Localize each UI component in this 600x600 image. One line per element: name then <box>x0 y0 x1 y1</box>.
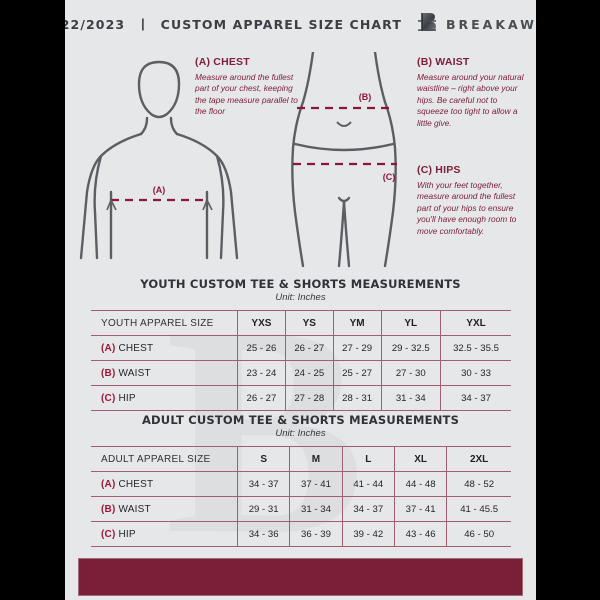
table-row: (B) WAIST 29 - 31 31 - 34 34 - 37 37 - 41 41 … <box>91 496 511 522</box>
measurement-cell: 29 - 32.5 <box>381 335 442 361</box>
measurement-cell: 27 - 28 <box>285 385 334 411</box>
measurement-cell: 26 - 27 <box>237 385 286 411</box>
youth-size-header-yxs: YXS <box>237 310 286 336</box>
table-row: (B) WAIST 23 - 24 24 - 25 25 - 27 27 - 30 30 … <box>91 360 511 386</box>
measurement-cell: 31 - 34 <box>289 496 343 522</box>
adult-size-header-2xl: 2XL <box>446 446 511 472</box>
note-waist: (B) WAIST Measure around your natural wa… <box>417 56 527 129</box>
note-chest: (A) CHEST Measure around the fullest par… <box>195 56 303 118</box>
note-waist-body: Measure around your natural waistline – … <box>417 72 524 128</box>
measurement-cell: 25 - 27 <box>333 360 382 386</box>
measurement-cell: 34 - 37 <box>342 496 395 522</box>
measurement-cell: 34 - 37 <box>237 471 291 497</box>
row-tag: (C) <box>101 392 119 404</box>
measurement-cell: 48 - 52 <box>446 471 511 497</box>
measurement-cell: 28 - 31 <box>333 385 382 411</box>
row-tag: (A) <box>101 478 119 490</box>
note-hips-heading: (C) HIPS <box>417 164 461 176</box>
measurement-cell: 37 - 41 <box>394 496 448 522</box>
chest-marker-label: (A) <box>153 185 166 195</box>
youth-size-table: YOUTH APPAREL SIZE YXS YS YM YL YXL (A) CHEST… <box>91 310 511 411</box>
header-separator: | <box>141 17 145 31</box>
size-chart-page: B 2022/2023 | CUSTOM APPAREL SIZE CHART … <box>65 0 536 600</box>
row-tag: (B) <box>101 503 119 515</box>
page-header: 2022/2023 | CUSTOM APPAREL SIZE CHART BR… <box>65 0 536 48</box>
row-tag: (C) <box>101 528 119 540</box>
row-tag: (B) <box>101 367 119 379</box>
note-waist-heading: (B) WAIST <box>417 56 470 68</box>
youth-unit-label: Unit: Inches <box>275 292 326 303</box>
measurement-cell: 37 - 41 <box>289 471 343 497</box>
adult-size-header-m: M <box>289 446 343 472</box>
footer-band <box>78 558 523 596</box>
adult-size-header-s: S <box>237 446 291 472</box>
adult-row-label-hip: (C) HIP <box>91 521 238 547</box>
youth-row-label-chest: (A) CHEST <box>91 335 238 361</box>
youth-size-header-ys: YS <box>285 310 334 336</box>
adult-size-header-xl: XL <box>394 446 448 472</box>
measurement-cell: 32.5 - 35.5 <box>440 335 511 361</box>
navel-mark <box>336 121 352 127</box>
measurement-cell: 27 - 30 <box>381 360 442 386</box>
row-tag: (A) <box>101 342 119 354</box>
youth-table-body: (A) CHEST 25 - 26 26 - 27 27 - 29 29 - 32.5 3… <box>91 335 511 411</box>
torso-figure: (A) <box>79 60 239 260</box>
adult-table-body: (A) CHEST 34 - 37 37 - 41 41 - 44 44 - 48 48 … <box>91 471 511 547</box>
breakaway-b-monogram-icon <box>417 13 436 31</box>
adult-size-header-l: L <box>342 446 395 472</box>
note-hips: (C) HIPS With your feet together, measur… <box>417 164 529 237</box>
table-row: (C) HIP 26 - 27 27 - 28 28 - 31 31 - 34 34 - … <box>91 385 511 411</box>
measurement-cell: 26 - 27 <box>285 335 334 361</box>
youth-size-header-yxl: YXL <box>440 310 511 336</box>
measurement-cell: 46 - 50 <box>446 521 511 547</box>
youth-header-row: YOUTH APPAREL SIZE YXS YS YM YL YXL <box>91 310 511 336</box>
adult-size-label: ADULT APPAREL SIZE <box>91 446 238 472</box>
measurement-cell: 34 - 36 <box>237 521 291 547</box>
waist-marker-label: (B) <box>359 92 372 102</box>
youth-table-head: YOUTH APPAREL SIZE YXS YS YM YL YXL <box>91 310 511 336</box>
measurement-cell: 41 - 44 <box>342 471 395 497</box>
measurement-cell: 30 - 33 <box>440 360 511 386</box>
measurement-cell: 31 - 34 <box>381 385 442 411</box>
measurement-cell: 39 - 42 <box>342 521 395 547</box>
hips-marker-label: (C) <box>383 172 396 182</box>
measurement-cell: 24 - 25 <box>285 360 334 386</box>
measurement-cell: 29 - 31 <box>237 496 291 522</box>
adult-header-row: ADULT APPAREL SIZE S M L XL 2XL <box>91 446 511 472</box>
measurement-cell: 44 - 48 <box>394 471 448 497</box>
measurement-cell: 41 - 45.5 <box>446 496 511 522</box>
adult-size-table: ADULT APPAREL SIZE S M L XL 2XL (A) CHEST 34 -… <box>91 446 511 547</box>
measurement-cell: 34 - 37 <box>440 385 511 411</box>
table-row: (A) CHEST 34 - 37 37 - 41 41 - 44 44 - 48 48 … <box>91 471 511 497</box>
note-hips-body: With your feet together, measure around … <box>417 180 517 236</box>
youth-size-header-yl: YL <box>381 310 442 336</box>
youth-size-label: YOUTH APPAREL SIZE <box>91 310 238 336</box>
table-row: (A) CHEST 25 - 26 26 - 27 27 - 29 29 - 32.5 3… <box>91 335 511 361</box>
measurement-cell: 25 - 26 <box>237 335 286 361</box>
measurement-cell: 27 - 29 <box>333 335 382 361</box>
measurement-cell: 23 - 24 <box>237 360 286 386</box>
measurement-diagram: (A) (B) (C) (A) CHEST Measure around the… <box>65 50 536 268</box>
note-chest-heading: (A) CHEST <box>195 56 250 68</box>
youth-size-header-ym: YM <box>333 310 382 336</box>
page-title: CUSTOM APPAREL SIZE CHART <box>160 16 402 32</box>
youth-row-label-hip: (C) HIP <box>91 385 238 411</box>
lower-body-figure: (B) (C) <box>291 52 397 268</box>
adult-row-label-waist: (B) WAIST <box>91 496 238 522</box>
table-row: (C) HIP 34 - 36 36 - 39 39 - 42 43 - 46 46 - … <box>91 521 511 547</box>
youth-section-title: YOUTH CUSTOM TEE & SHORTS MEASUREMENTS <box>140 277 461 291</box>
adult-unit-label: Unit: Inches <box>275 428 326 439</box>
brand-name: BREAKAWAY <box>445 16 536 32</box>
adult-row-label-chest: (A) CHEST <box>91 471 238 497</box>
measurement-cell: 36 - 39 <box>289 521 343 547</box>
note-chest-body: Measure around the fullest part of your … <box>195 72 298 117</box>
adult-table-head: ADULT APPAREL SIZE S M L XL 2XL <box>91 446 511 472</box>
adult-section-title: ADULT CUSTOM TEE & SHORTS MEASUREMENTS <box>141 413 460 427</box>
youth-row-label-waist: (B) WAIST <box>91 360 238 386</box>
header-season: 2022/2023 <box>65 16 126 32</box>
brand-logo: BREAKAWAY <box>416 11 536 37</box>
measurement-cell: 43 - 46 <box>394 521 448 547</box>
